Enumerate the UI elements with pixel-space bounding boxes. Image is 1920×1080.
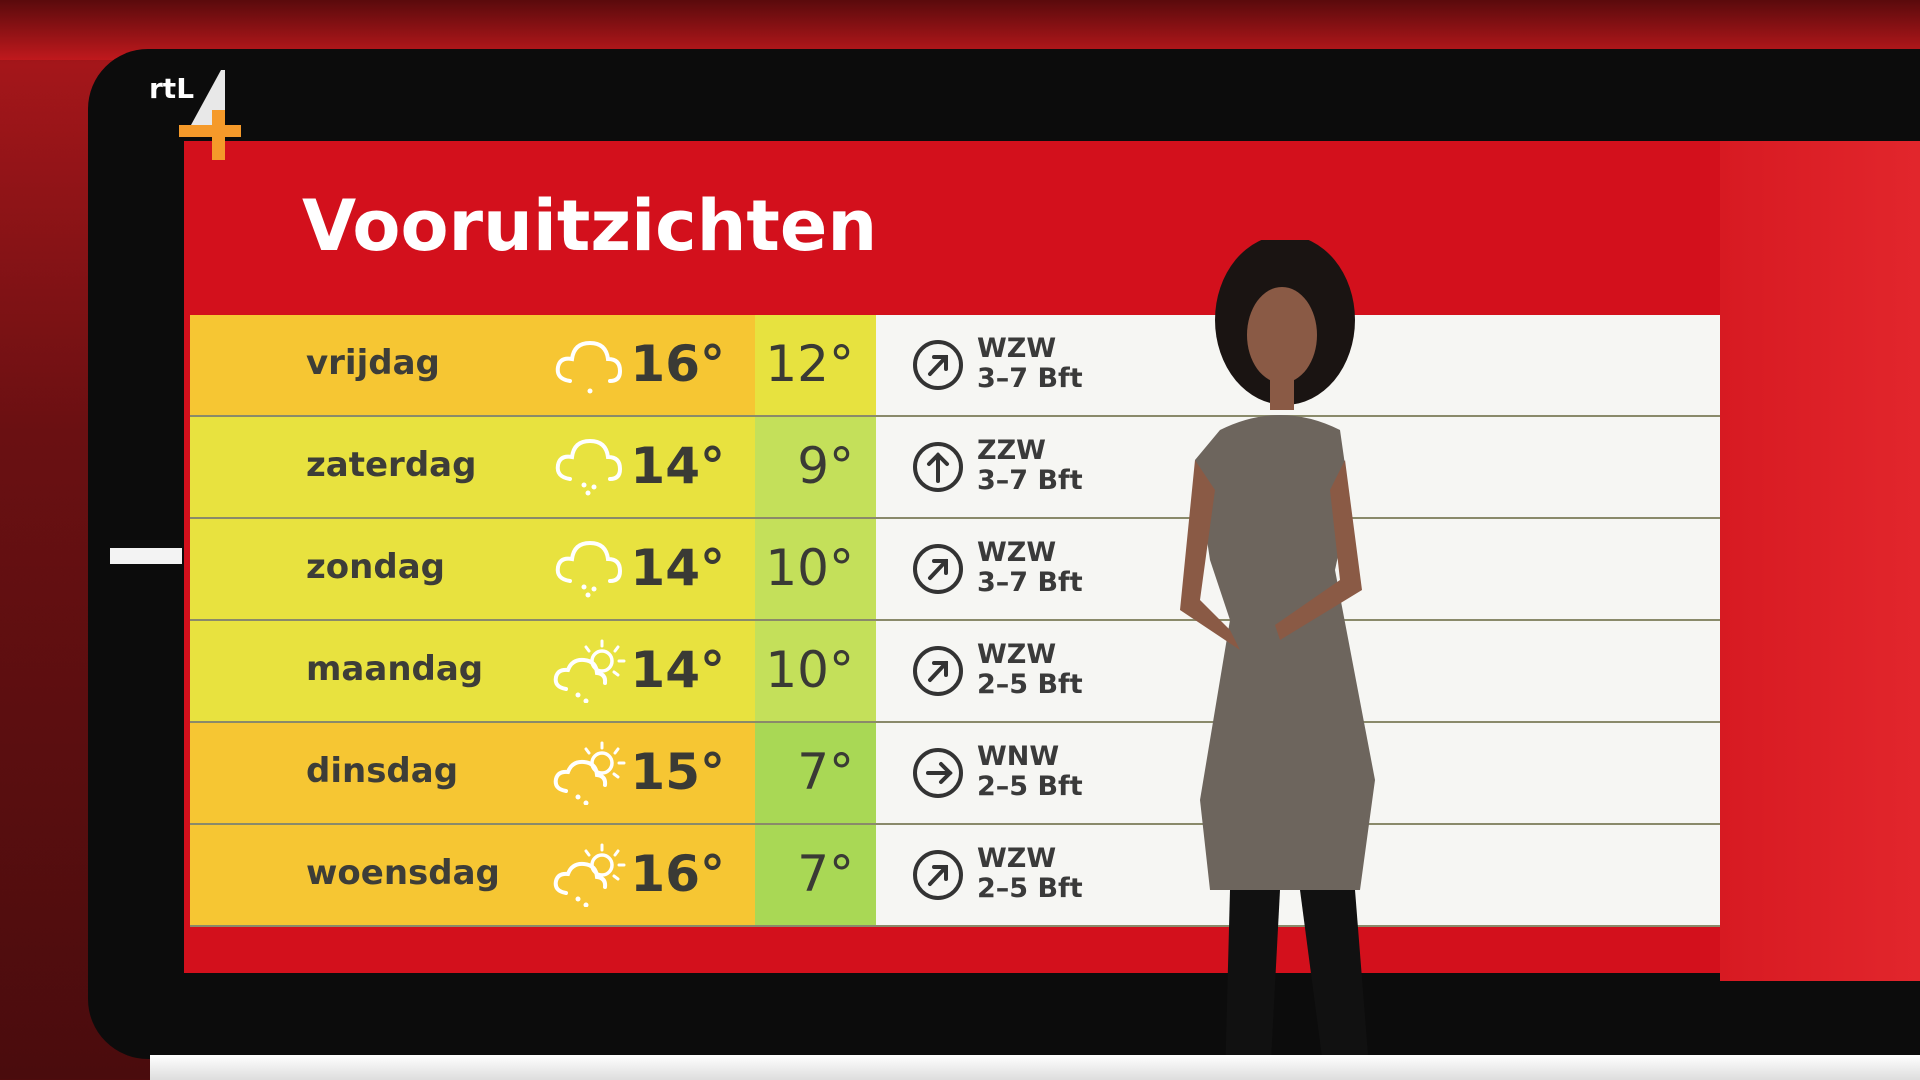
arrow-up-icon [913,442,963,492]
low-temperature: 7° [797,743,854,801]
rtl4-logo: rtL [149,70,241,160]
presenter-figure [1180,240,1375,1080]
wind-direction: ZZW [977,435,1046,466]
panel-side [1720,141,1920,981]
day-cell: vrijdag 16° [190,315,755,415]
day-label: zondag [306,547,445,587]
wind-force: 3–7 Bft [977,465,1083,496]
high-temperature: 14° [630,437,725,495]
high-temperature: 16° [630,335,725,393]
cloud-drizzle-icon [555,340,623,394]
low-cell: 10° [755,621,876,721]
frame-light-strip [110,548,182,564]
day-label: woensdag [306,853,500,893]
low-temperature: 10° [765,539,854,597]
arrow-right-icon [913,748,963,798]
forecast-row: maandag 14° 10° WZW 2–5 Bft [190,621,1720,723]
low-temperature: 9° [797,437,854,495]
svg-text:rtL: rtL [149,72,194,105]
page-title: Vooruitzichten [302,185,878,267]
low-cell: 10° [755,519,876,619]
wind-force: 3–7 Bft [977,567,1083,598]
high-temperature: 14° [630,539,725,597]
day-cell: zaterdag 14° [190,417,755,517]
day-cell: woensdag 16° [190,825,755,925]
sun-cloud-shower-icon [553,639,626,703]
forecast-row: woensdag 16° 7° WZW 2–5 Bft [190,825,1720,927]
day-cell: zondag 14° [190,519,755,619]
arrow-up-right-icon [913,646,963,696]
wind-force: 3–7 Bft [977,363,1083,394]
high-temperature: 16° [630,845,725,903]
wind-force: 2–5 Bft [977,771,1083,802]
arrow-up-right-icon [913,544,963,594]
wind-direction: WNW [977,741,1060,772]
wind-direction: WZW [977,537,1057,568]
wind-force: 2–5 Bft [977,669,1083,700]
low-cell: 7° [755,723,876,823]
wind-direction: WZW [977,843,1057,874]
low-temperature: 12° [765,335,854,393]
low-cell: 7° [755,825,876,925]
floor-light [150,1055,1920,1080]
day-cell: dinsdag 15° [190,723,755,823]
day-cell: maandag 14° [190,621,755,721]
day-label: zaterdag [306,445,477,485]
forecast-table: vrijdag 16° 12° WZW 3–7 Bft zaterdag 14°… [190,315,1720,927]
low-temperature: 7° [797,845,854,903]
day-label: dinsdag [306,751,459,791]
sun-cloud-shower-icon [553,843,626,907]
sun-cloud-shower-icon [553,741,626,805]
cloud-rain-icon [555,438,623,496]
wind-force: 2–5 Bft [977,873,1083,904]
low-cell: 9° [755,417,876,517]
day-label: vrijdag [306,343,440,383]
low-temperature: 10° [765,641,854,699]
day-label: maandag [306,649,484,689]
high-temperature: 14° [630,641,725,699]
arrow-up-right-icon [913,850,963,900]
wind-direction: WZW [977,333,1057,364]
arrow-up-right-icon [913,340,963,390]
low-cell: 12° [755,315,876,415]
wind-direction: WZW [977,639,1057,670]
wind-cell: WZW 2–5 Bft [876,621,1720,721]
high-temperature: 15° [630,743,725,801]
cloud-rain-icon [555,540,623,598]
